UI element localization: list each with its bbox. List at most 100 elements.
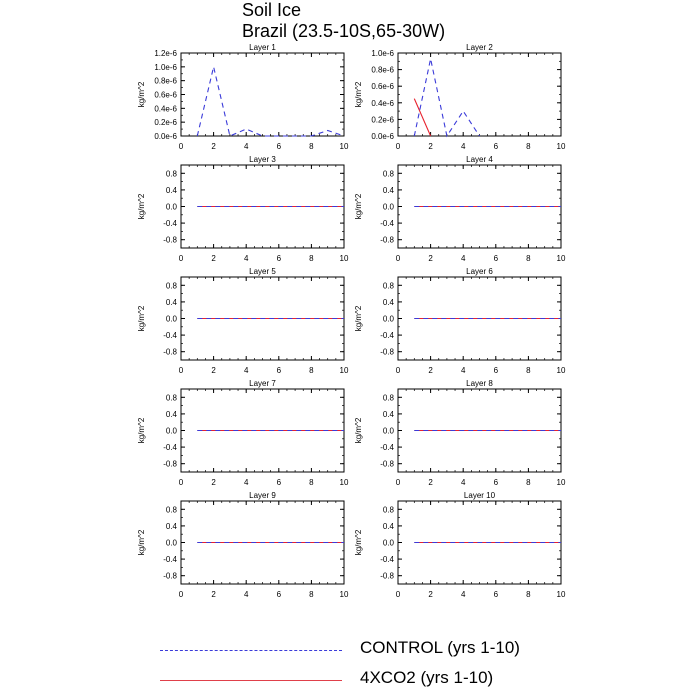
panel-6-xtick-label: 2 <box>428 366 433 375</box>
panel-2-xtick-label: 8 <box>526 142 531 151</box>
panel-7-xtick-label: 4 <box>244 478 249 487</box>
panel-9-ylabel: kg/m^2 <box>137 529 146 555</box>
panel-8-xtick-label: 4 <box>461 478 466 487</box>
panel-5-xtick-label: 2 <box>211 366 216 375</box>
panel-9-xtick-label: 2 <box>211 590 216 599</box>
panel-5-title: Layer 5 <box>249 267 276 276</box>
panel-10-ytick-label: 0.0 <box>383 539 395 548</box>
panel-2-xtick-label: 2 <box>428 142 433 151</box>
panel-1-xtick-label: 6 <box>277 142 282 151</box>
panel-3-ylabel: kg/m^2 <box>137 193 146 219</box>
panel-4-xtick-label: 4 <box>461 254 466 263</box>
panel-3-xtick-label: 4 <box>244 254 249 263</box>
panel-5-ytick-label: -0.4 <box>163 331 177 340</box>
panel-3-xtick-label: 10 <box>340 254 349 263</box>
panel-2-ytick-label: 0.2e-6 <box>371 115 394 124</box>
panel-1-xtick-label: 0 <box>179 142 184 151</box>
panel-5-xtick-label: 8 <box>309 366 314 375</box>
panel-8-xtick-label: 2 <box>428 478 433 487</box>
panel-2-ytick-label: 0.4e-6 <box>371 99 394 108</box>
panel-8-ytick-label: 0.8 <box>383 393 395 402</box>
panel-2-title: Layer 2 <box>466 43 493 52</box>
panel-10-xtick-label: 0 <box>396 590 401 599</box>
panel-1-xtick-label: 10 <box>340 142 349 151</box>
panel-1-xtick-label: 2 <box>211 142 216 151</box>
panel-2-ytick-label: 0.0e-6 <box>371 132 394 141</box>
panel-2-xtick-label: 10 <box>557 142 566 151</box>
chart-subtitle: Brazil (23.5-10S,65-30W) <box>242 21 446 41</box>
panel-8-xtick-label: 0 <box>396 478 401 487</box>
panel-1-series-control <box>196 66 345 137</box>
panel-9-xtick-label: 4 <box>244 590 249 599</box>
panel-7-xtick-label: 10 <box>340 478 349 487</box>
panel-7-ytick-label: -0.4 <box>163 443 177 452</box>
panel-5-xtick-label: 10 <box>340 366 349 375</box>
legend-control-swatch <box>160 650 342 651</box>
panel-4-xtick-label: 0 <box>396 254 401 263</box>
panel-2-xtick-label: 6 <box>494 142 499 151</box>
panel-2-ytick-label: 0.6e-6 <box>371 82 394 91</box>
panel-7-xtick-label: 0 <box>179 478 184 487</box>
panel-6-ytick-label: 0.4 <box>383 298 395 307</box>
panel-6-ytick-label: -0.8 <box>380 348 394 357</box>
panel-3-ytick-label: 0.8 <box>166 169 178 178</box>
panel-4-xtick-label: 2 <box>428 254 433 263</box>
panel-8-ytick-label: -0.4 <box>380 443 394 452</box>
panel-7-ylabel: kg/m^2 <box>137 417 146 443</box>
panel-4-xtick-label: 8 <box>526 254 531 263</box>
panel-9-ytick-label: 0.4 <box>166 522 178 531</box>
panel-5-ytick-label: -0.8 <box>163 348 177 357</box>
panel-10-xtick-label: 10 <box>557 590 566 599</box>
panel-1-frame <box>180 52 345 137</box>
panel-4-title: Layer 4 <box>466 155 493 164</box>
panel-8-title: Layer 8 <box>466 379 493 388</box>
panel-1-xtick-label: 8 <box>309 142 314 151</box>
panel-7-xtick-label: 8 <box>309 478 314 487</box>
panel-10-xtick-label: 4 <box>461 590 466 599</box>
panel-1-ytick-label: 1.0e-6 <box>154 63 177 72</box>
panel-5-xtick-label: 4 <box>244 366 249 375</box>
panel-1-title: Layer 1 <box>249 43 276 52</box>
panel-8-ytick-label: 0.0 <box>383 427 395 436</box>
panel-4-ytick-label: 0.4 <box>383 186 395 195</box>
panel-10-xtick-label: 8 <box>526 590 531 599</box>
panel-2-ytick-label: 1.0e-6 <box>371 49 394 58</box>
figure-panels: Layer 1 kg/m^2 0 2 4 6 8 10 0.0e-6 0.2e-6 0.4e-6 0.… <box>137 43 566 599</box>
panel-1-ytick-label: 0.6e-6 <box>154 91 177 100</box>
panel-6-xtick-label: 10 <box>557 366 566 375</box>
panel-9-xtick-label: 6 <box>277 590 282 599</box>
panel-7-xtick-label: 2 <box>211 478 216 487</box>
panel-7-ytick-label: -0.8 <box>163 460 177 469</box>
panel-10-title: Layer 10 <box>464 491 496 500</box>
panel-4-xtick-label: 10 <box>557 254 566 263</box>
panel-10-ytick-label: 0.4 <box>383 522 395 531</box>
panel-4-xtick-label: 6 <box>494 254 499 263</box>
panel-2-xtick-label: 4 <box>461 142 466 151</box>
panel-5-ytick-label: 0.4 <box>166 298 178 307</box>
panel-9-xtick-label: 0 <box>179 590 184 599</box>
panel-9-title: Layer 9 <box>249 491 276 500</box>
panel-5-ytick-label: 0.8 <box>166 281 178 290</box>
panel-3-xtick-label: 6 <box>277 254 282 263</box>
panel-3-xtick-label: 0 <box>179 254 184 263</box>
panel-3-title: Layer 3 <box>249 155 276 164</box>
panel-6-ytick-label: 0.8 <box>383 281 395 290</box>
panel-9-ytick-label: 0.8 <box>166 505 178 514</box>
panel-1-xtick-label: 4 <box>244 142 249 151</box>
panel-2-series-xco2 <box>413 98 432 137</box>
panel-8-xtick-label: 10 <box>557 478 566 487</box>
panel-6-title: Layer 6 <box>466 267 493 276</box>
panel-3-ytick-label: 0.4 <box>166 186 178 195</box>
legend-control-label: CONTROL (yrs 1-10) <box>360 638 520 657</box>
panel-3-xtick-label: 2 <box>211 254 216 263</box>
panel-10-ytick-label: -0.8 <box>380 572 394 581</box>
panel-3-xtick-label: 8 <box>309 254 314 263</box>
panel-8-ytick-label: -0.8 <box>380 460 394 469</box>
chart-title: Soil Ice <box>242 0 302 20</box>
panel-6-xtick-label: 0 <box>396 366 401 375</box>
panel-7-ytick-label: 0.8 <box>166 393 178 402</box>
panel-4-ytick-label: 0.8 <box>383 169 395 178</box>
panel-7-ytick-label: 0.4 <box>166 410 178 419</box>
panel-6-xtick-label: 6 <box>494 366 499 375</box>
panel-8-xtick-label: 8 <box>526 478 531 487</box>
